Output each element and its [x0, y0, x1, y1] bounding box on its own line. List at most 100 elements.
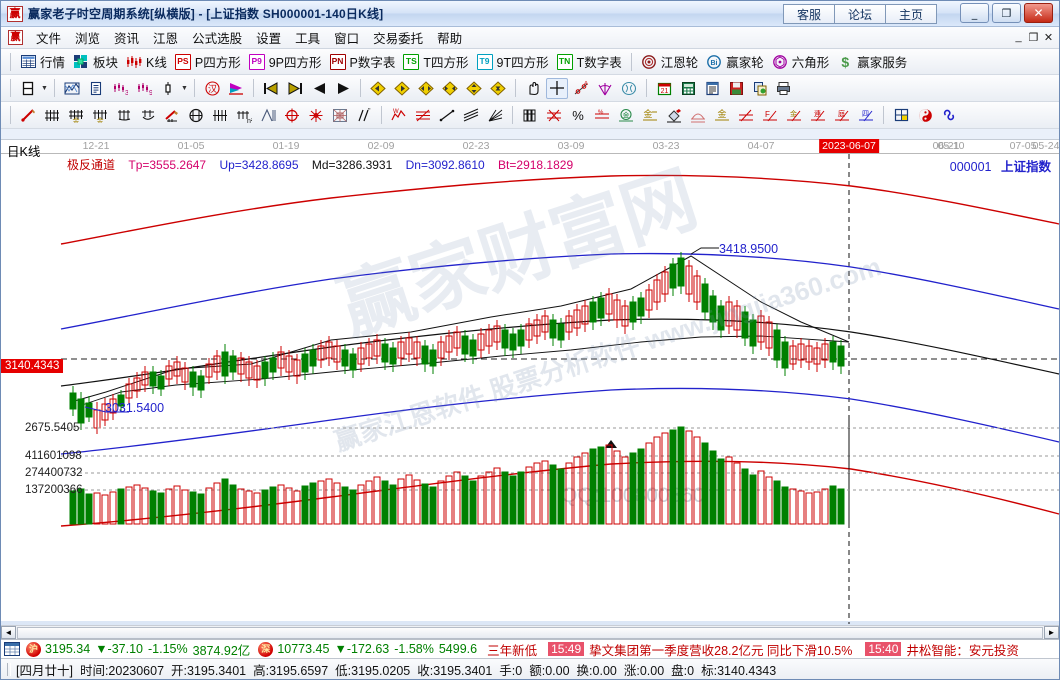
toolbar-button-t-square[interactable]: TS T四方形	[399, 51, 472, 72]
save-icon[interactable]	[725, 78, 747, 99]
toolbar-button-kline[interactable]: K线	[122, 51, 171, 72]
gold-line-icon[interactable]: 金	[639, 105, 661, 126]
minimize-button[interactable]: _	[960, 3, 989, 23]
scroll-left-button[interactable]: ◄	[1, 626, 16, 639]
expand-v-icon[interactable]	[463, 78, 485, 99]
toolbar-button-9p-square[interactable]: P9 9P四方形	[245, 51, 326, 72]
next-icon[interactable]	[332, 78, 354, 99]
toolbar-button-sector[interactable]: 板块	[69, 51, 122, 72]
menu-item-trade[interactable]: 交易委托	[373, 32, 424, 46]
zoom-right-icon[interactable]	[391, 78, 413, 99]
menu-item-gann[interactable]: 江恩	[153, 32, 179, 46]
gold-circle-icon[interactable]: 金	[615, 105, 637, 126]
zoom-left-icon[interactable]	[367, 78, 389, 99]
chart-horizontal-scrollbar[interactable]: ◄ ►	[1, 625, 1059, 639]
infinity-icon[interactable]	[938, 105, 960, 126]
scroll-thumb[interactable]	[17, 626, 1043, 639]
percent-grid-icon[interactable]	[113, 105, 135, 126]
forum-button[interactable]: 论坛	[834, 4, 886, 24]
menu-item-news[interactable]: 资讯	[114, 32, 140, 46]
mdi-minimize-button[interactable]: _	[1015, 31, 1022, 43]
spider-web-icon[interactable]	[329, 105, 351, 126]
notes-icon[interactable]	[701, 78, 723, 99]
period-day-icon[interactable]	[17, 78, 39, 99]
calendar-icon[interactable]: 21	[653, 78, 675, 99]
pen-tool-icon[interactable]	[161, 105, 183, 126]
first-page-icon[interactable]	[260, 78, 282, 99]
zoom-out-icon[interactable]	[439, 78, 461, 99]
gold-ratio-icon[interactable]: 金	[711, 105, 733, 126]
toolbar-button-gann-wheel[interactable]: 江恩轮	[637, 51, 703, 72]
gann-fan-icon[interactable]	[484, 105, 506, 126]
shrink-v-icon[interactable]	[487, 78, 509, 99]
draw-pencil-icon[interactable]	[17, 105, 39, 126]
toolbar-button-hexagon[interactable]: 六角形	[768, 51, 834, 72]
close-button[interactable]: ✕	[1024, 3, 1053, 23]
parallel-line-icon[interactable]	[460, 105, 482, 126]
circle-tool-icon[interactable]	[185, 105, 207, 126]
four-angle-icon[interactable]: 四	[855, 105, 877, 126]
toolbar-button-p-number-table[interactable]: PN P数字表	[326, 51, 400, 72]
chart-plot[interactable]: 赢家财富网 赢家江恩软件 股票分析软件 www.jingjia360.com Q…	[1, 154, 1060, 624]
menu-item-browse[interactable]: 浏览	[75, 32, 101, 46]
menu-item-window[interactable]: 窗口	[334, 32, 360, 46]
chain-angle-icon[interactable]: 連	[807, 105, 829, 126]
gold-angle-icon[interactable]: 金	[783, 105, 805, 126]
ticker-item-sz[interactable]: 深 10773.45 ▼-172.63 -1.58% 5499.6	[254, 641, 481, 657]
brain-icon[interactable]	[618, 78, 640, 99]
angle-up-icon[interactable]	[735, 105, 757, 126]
mdi-close-button[interactable]: ✕	[1043, 32, 1054, 44]
chart-area[interactable]: 12-21 01-05 01-19 02-09 02-23 03-09 03-2…	[1, 139, 1060, 624]
toolbar-button-winner-service[interactable]: $ 赢家服务	[833, 51, 911, 72]
menu-item-settings[interactable]: 设置	[256, 32, 282, 46]
crosshair-icon[interactable]	[546, 77, 568, 99]
overlay-compare-icon[interactable]	[61, 78, 83, 99]
toolbar-button-t-number-table[interactable]: TN T数字表	[553, 51, 626, 72]
candle-dropdown-icon[interactable]: ▼	[181, 84, 188, 92]
f-line-icon[interactable]: F	[759, 105, 781, 126]
news-text-1[interactable]: 挚文集团第一季度营收28.2亿元 同比下滑10.5%	[589, 643, 853, 658]
multi-chart-9-icon[interactable]: 9	[133, 78, 155, 99]
house-angle-icon[interactable]: 庭	[831, 105, 853, 126]
copy-icon[interactable]	[749, 78, 771, 99]
customer-service-button[interactable]: 客服	[783, 4, 835, 24]
color-fill-icon[interactable]	[663, 105, 685, 126]
measure-icon[interactable]: A	[570, 78, 592, 99]
news-text-2[interactable]: 井松智能：安元投资	[906, 643, 1019, 658]
fan-tool-icon[interactable]	[594, 78, 616, 99]
calculator-icon[interactable]	[677, 78, 699, 99]
prev-icon[interactable]	[308, 78, 330, 99]
gann-grid-gold-icon[interactable]: 金	[65, 105, 87, 126]
zoom-in-icon[interactable]	[415, 78, 437, 99]
trend-line-icon[interactable]	[436, 105, 458, 126]
toolbar-button-9t-square[interactable]: T9 9T四方形	[473, 51, 553, 72]
fib-retrace-icon[interactable]	[412, 105, 434, 126]
grid-h-icon[interactable]	[209, 105, 231, 126]
target-icon[interactable]	[281, 105, 303, 126]
formula-icon[interactable]: 汉	[201, 78, 223, 99]
last-page-icon[interactable]	[284, 78, 306, 99]
ticker-item-sh[interactable]: 沪 3195.34 ▼-37.10 -1.15% 3874.92亿	[22, 640, 254, 658]
nsq-tool-icon[interactable]: n²	[233, 105, 255, 126]
wave-label-icon[interactable]: W	[388, 105, 410, 126]
quotes-table-icon[interactable]	[4, 641, 20, 657]
grid-lines-icon[interactable]	[41, 105, 63, 126]
print-icon[interactable]	[773, 78, 795, 99]
menu-item-formula-stockpick[interactable]: 公式选股	[192, 32, 243, 46]
channel-icon[interactable]: "	[353, 105, 375, 126]
toolbar-button-quotes[interactable]: 行情	[16, 51, 69, 72]
period-dropdown-icon[interactable]: ▼	[41, 84, 48, 92]
color-chart-icon[interactable]	[225, 78, 247, 99]
taiji-icon[interactable]	[914, 105, 936, 126]
angle-tool-icon[interactable]	[257, 105, 279, 126]
maximize-button[interactable]: ❐	[992, 3, 1021, 23]
star-grid-icon[interactable]	[305, 105, 327, 126]
ratio-tool-icon[interactable]: %	[591, 105, 613, 126]
arc-tool-icon[interactable]	[137, 105, 159, 126]
cycle-line-icon[interactable]	[543, 105, 565, 126]
menu-item-file[interactable]: 文件	[36, 32, 62, 46]
menu-item-help[interactable]: 帮助	[437, 32, 463, 46]
scroll-right-button[interactable]: ►	[1044, 626, 1059, 639]
mdi-restore-button[interactable]: ❐	[1028, 32, 1039, 44]
grid-yellow-icon[interactable]	[890, 105, 912, 126]
